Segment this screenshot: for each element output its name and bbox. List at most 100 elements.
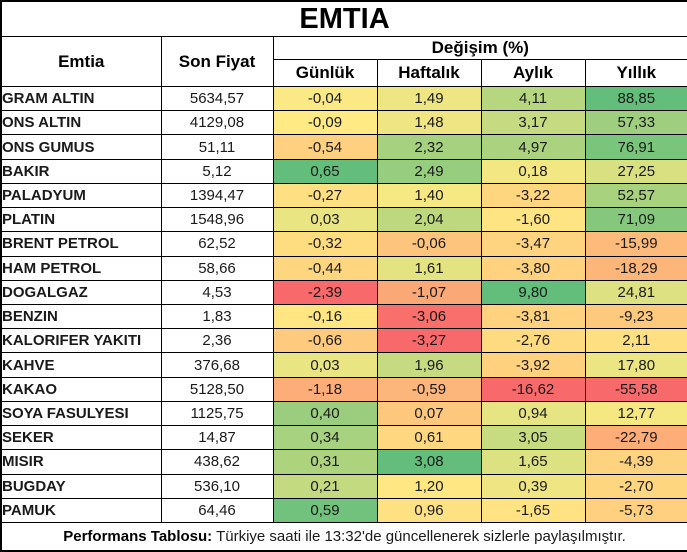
change-value-yearly: -4,39 bbox=[584, 449, 687, 475]
change-value-yearly: -22,79 bbox=[584, 425, 687, 451]
change-value-monthly: -2,76 bbox=[480, 328, 586, 354]
commodity-name: BAKIR bbox=[0, 158, 162, 184]
change-value-yearly: -55,58 bbox=[584, 376, 687, 402]
column-header-monthly: Aylık bbox=[480, 59, 586, 87]
header-group-row: Emtia Son Fiyat Değişim (%) bbox=[0, 36, 687, 87]
change-value-monthly: 4,11 bbox=[480, 85, 586, 112]
change-value-monthly: 0,39 bbox=[480, 473, 586, 499]
commodity-name: ONS ALTIN bbox=[0, 110, 162, 136]
table-row: BRENT PETROL 62,52 -0,32 -0,06 -3,47 -15,99 bbox=[0, 231, 687, 257]
change-value-monthly: 0,18 bbox=[480, 158, 586, 184]
change-value-monthly: 9,80 bbox=[480, 279, 586, 305]
last-price-value: 536,10 bbox=[160, 473, 274, 499]
table-row: BENZIN 1,83 -0,16 -3,06 -3,81 -9,23 bbox=[0, 303, 687, 330]
change-value-monthly: -1,65 bbox=[480, 497, 586, 524]
change-value-weekly: -0,59 bbox=[376, 376, 482, 402]
change-value-weekly: -3,27 bbox=[376, 328, 482, 354]
change-value-daily: 0,21 bbox=[272, 473, 378, 499]
change-value-monthly: -16,62 bbox=[480, 376, 586, 402]
commodity-name: SEKER bbox=[0, 425, 162, 451]
change-value-daily: -0,54 bbox=[272, 134, 378, 160]
last-price-value: 62,52 bbox=[160, 231, 274, 257]
table-row: PALADYUM 1394,47 -0,27 1,40 -3,22 52,57 bbox=[0, 182, 687, 209]
page-title: EMTIA bbox=[0, 0, 687, 37]
change-value-yearly: -5,73 bbox=[584, 497, 687, 524]
last-price-value: 376,68 bbox=[160, 352, 274, 378]
change-value-daily: -0,32 bbox=[272, 231, 378, 257]
commodity-name: ONS GUMUS bbox=[0, 134, 162, 160]
change-value-daily: -1,18 bbox=[272, 376, 378, 402]
last-price-value: 51,11 bbox=[160, 134, 274, 160]
change-value-yearly: 12,77 bbox=[584, 400, 687, 427]
table-row: SOYA FASULYESI 1125,75 0,40 0,07 0,94 12,77 bbox=[0, 400, 687, 427]
commodity-name: DOGALGAZ bbox=[0, 279, 162, 305]
commodity-name: KAKAO bbox=[0, 376, 162, 402]
change-value-weekly: 0,07 bbox=[376, 400, 482, 427]
change-value-weekly: -1,07 bbox=[376, 279, 482, 305]
change-value-weekly: 2,32 bbox=[376, 134, 482, 160]
last-price-value: 4129,08 bbox=[160, 110, 274, 136]
table-row: KALORIFER YAKITI 2,36 -0,66 -3,27 -2,76 2,11 bbox=[0, 328, 687, 354]
table-footer: Performans Tablosu: Türkiye saati ile 13… bbox=[0, 522, 687, 552]
change-value-monthly: -3,22 bbox=[480, 182, 586, 209]
change-value-daily: -0,04 bbox=[272, 85, 378, 112]
last-price-value: 4,53 bbox=[160, 279, 274, 305]
change-value-monthly: 4,97 bbox=[480, 134, 586, 160]
table-row: BAKIR 5,12 0,65 2,49 0,18 27,25 bbox=[0, 158, 687, 184]
change-value-weekly: 2,49 bbox=[376, 158, 482, 184]
column-header-commodity: Emtia bbox=[0, 36, 162, 87]
footer-note-text: Türkiye saati ile 13:32'de güncellenerek… bbox=[216, 528, 626, 545]
table-row: KAKAO 5128,50 -1,18 -0,59 -16,62 -55,58 bbox=[0, 376, 687, 402]
table-row: PAMUK 64,46 0,59 0,96 -1,65 -5,73 bbox=[0, 497, 687, 524]
change-value-weekly: -0,06 bbox=[376, 231, 482, 257]
change-value-daily: 0,03 bbox=[272, 207, 378, 233]
change-value-yearly: -15,99 bbox=[584, 231, 687, 257]
commodity-name: HAM PETROL bbox=[0, 255, 162, 281]
change-value-yearly: 2,11 bbox=[584, 328, 687, 354]
commodity-name: SOYA FASULYESI bbox=[0, 400, 162, 427]
column-header-last-price: Son Fiyat bbox=[160, 36, 274, 87]
last-price-value: 1394,47 bbox=[160, 182, 274, 209]
change-value-monthly: 0,94 bbox=[480, 400, 586, 427]
change-value-weekly: 1,49 bbox=[376, 85, 482, 112]
last-price-value: 1,83 bbox=[160, 303, 274, 330]
footer-note: Performans Tablosu: Türkiye saati ile 13… bbox=[0, 522, 687, 552]
change-value-daily: -0,27 bbox=[272, 182, 378, 209]
footer-row: Performans Tablosu: Türkiye saati ile 13… bbox=[0, 522, 687, 552]
change-value-yearly: 17,80 bbox=[584, 352, 687, 378]
column-header-daily: Günlük bbox=[272, 59, 378, 87]
table-row: SEKER 14,87 0,34 0,61 3,05 -22,79 bbox=[0, 425, 687, 451]
table-row: GRAM ALTIN 5634,57 -0,04 1,49 4,11 88,85 bbox=[0, 85, 687, 112]
change-value-yearly: -18,29 bbox=[584, 255, 687, 281]
table-header: EMTIA Emtia Son Fiyat Değişim (%) Günlük… bbox=[0, 0, 687, 87]
change-value-daily: 0,65 bbox=[272, 158, 378, 184]
change-value-monthly: -3,81 bbox=[480, 303, 586, 330]
commodity-name: BUGDAY bbox=[0, 473, 162, 499]
table-row: KAHVE 376,68 0,03 1,96 -3,92 17,80 bbox=[0, 352, 687, 378]
table-row: ONS ALTIN 4129,08 -0,09 1,48 3,17 57,33 bbox=[0, 110, 687, 136]
last-price-value: 14,87 bbox=[160, 425, 274, 451]
change-value-daily: -0,66 bbox=[272, 328, 378, 354]
last-price-value: 58,66 bbox=[160, 255, 274, 281]
change-value-monthly: -3,80 bbox=[480, 255, 586, 281]
commodity-name: PAMUK bbox=[0, 497, 162, 524]
header-period-row: Günlük Haftalık Aylık Yıllık bbox=[1, 59, 687, 87]
commodity-name: GRAM ALTIN bbox=[0, 85, 162, 112]
last-price-value: 1125,75 bbox=[160, 400, 274, 427]
change-value-daily: 0,03 bbox=[272, 352, 378, 378]
change-value-yearly: -9,23 bbox=[584, 303, 687, 330]
change-value-yearly: 52,57 bbox=[584, 182, 687, 209]
last-price-value: 64,46 bbox=[160, 497, 274, 524]
last-price-value: 1548,96 bbox=[160, 207, 274, 233]
last-price-value: 5,12 bbox=[160, 158, 274, 184]
change-value-daily: -2,39 bbox=[272, 279, 378, 305]
change-value-daily: -0,09 bbox=[272, 110, 378, 136]
commodity-name: PALADYUM bbox=[0, 182, 162, 209]
title-row: EMTIA bbox=[0, 0, 687, 37]
change-value-daily: 0,31 bbox=[272, 449, 378, 475]
column-header-yearly: Yıllık bbox=[584, 59, 687, 87]
commodity-name: BENZIN bbox=[0, 303, 162, 330]
table-row: PLATIN 1548,96 0,03 2,04 -1,60 71,09 bbox=[0, 207, 687, 233]
change-value-monthly: -3,47 bbox=[480, 231, 586, 257]
